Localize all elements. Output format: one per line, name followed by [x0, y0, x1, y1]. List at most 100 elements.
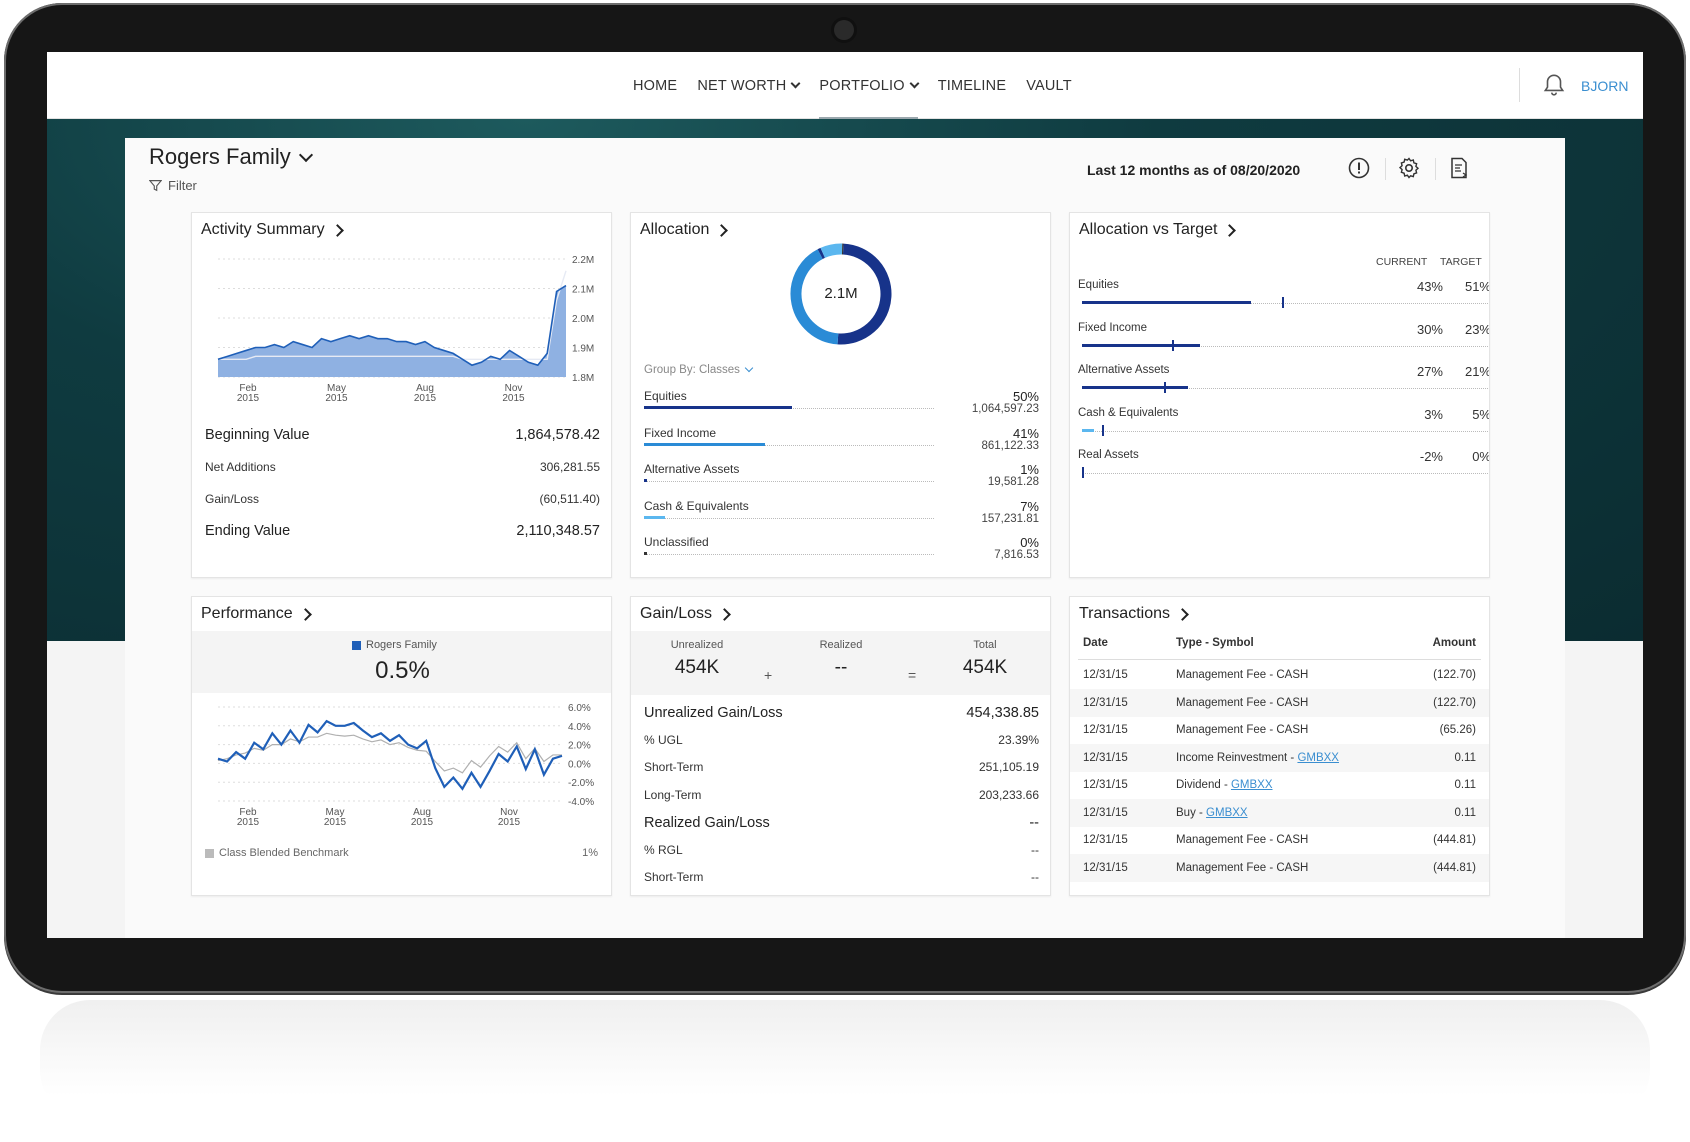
table-row[interactable]: 12/31/15 Buy - GMBXX 0.11 — [1070, 798, 1489, 827]
series-line — [218, 270, 567, 361]
allocation-current-bar — [1082, 343, 1200, 347]
gain-loss-row: % UGL 23.39% — [644, 733, 1039, 747]
transaction-amount: (122.70) — [1433, 669, 1476, 681]
transaction-type-label: Management Fee - CASH — [1176, 861, 1309, 874]
allocation-title[interactable]: Allocation — [640, 221, 729, 239]
allocation-target-name: Real Assets — [1078, 449, 1139, 461]
performance-title[interactable]: Performance — [201, 605, 312, 623]
card-title-label: Performance — [201, 605, 293, 622]
allocation-target-item[interactable]: Equities 43% 51% — [1078, 279, 1489, 319]
summary-label: Unrealized — [670, 639, 724, 651]
symbol-link[interactable]: GMBXX — [1206, 806, 1248, 819]
performance-card: Performance Rogers Family 0.5% 6.0% 4.0% 2… — [191, 596, 612, 896]
row-value: -- — [1029, 815, 1039, 831]
x-tick-label: Feb 2015 — [237, 383, 260, 404]
header-divider — [1385, 158, 1386, 180]
x-tick-label: Aug 2015 — [411, 807, 434, 828]
allocation-target-marker — [1281, 297, 1284, 308]
chevron-down-icon — [790, 78, 801, 89]
bell-icon[interactable] — [1541, 72, 1567, 98]
activity-row: Beginning Value 1,864,578.42 — [205, 427, 600, 443]
allocation-track — [644, 444, 934, 446]
nav-item-vault[interactable]: VAULT — [1016, 52, 1082, 119]
nav-item-portfolio[interactable]: PORTFOLIO — [809, 52, 927, 119]
row-label: % RGL — [644, 842, 683, 857]
transaction-type: Buy - GMBXX — [1176, 807, 1248, 819]
allocation-item[interactable]: Fixed Income 41% 861,122.33 — [644, 426, 1039, 462]
allocation-target-item[interactable]: Fixed Income 30% 23% — [1078, 321, 1489, 362]
date-range[interactable]: Last 12 months as of 08/20/2020 — [1087, 162, 1301, 178]
x-tick-line: Aug — [413, 807, 431, 818]
allocation-item-name: Fixed Income — [644, 425, 717, 440]
gain-loss-row: Short-Term 251,105.19 — [644, 760, 1039, 774]
user-menu[interactable]: BJORN — [1581, 77, 1629, 94]
allocation-item[interactable]: Unclassified 0% 7,816.53 — [644, 535, 1039, 571]
allocation-target-marker — [1082, 467, 1084, 478]
allocation-target-value: 5% — [1472, 406, 1490, 422]
nav-item-timeline[interactable]: TIMELINE — [928, 52, 1016, 119]
gain-loss-row: % RGL -- — [644, 843, 1039, 857]
allocation-item[interactable]: Cash & Equivalents 7% 157,231.81 — [644, 499, 1039, 535]
table-row[interactable]: 12/31/15 Management Fee - CASH (65.26) — [1070, 716, 1489, 744]
x-tick-label: Nov 2015 — [502, 383, 525, 404]
top-navigation-bar: HOME NET WORTH PORTFOLIO TIMELINE VAULT BJOR… — [47, 52, 1643, 119]
allocation-item[interactable]: Equities 50% 1,064,597.23 — [644, 389, 1039, 425]
table-row[interactable]: 12/31/15 Dividend - GMBXX 0.11 — [1070, 771, 1489, 799]
transactions-title[interactable]: Transactions — [1079, 605, 1189, 623]
allocation-current-value: 30% — [1416, 321, 1443, 337]
allocation-vs-target-title[interactable]: Allocation vs Target — [1079, 221, 1237, 239]
allocation-target-marker — [1101, 424, 1104, 436]
x-tick-line: 2015 — [237, 817, 260, 828]
row-label: Beginning Value — [205, 427, 310, 443]
allocation-target-marker — [1164, 382, 1167, 393]
row-value: -- — [1031, 870, 1039, 884]
table-row[interactable]: 12/31/15 Management Fee - CASH (122.70) — [1070, 688, 1489, 717]
transaction-amount: 0.11 — [1454, 779, 1476, 791]
table-row[interactable]: 12/31/15 Income Reinvestment - GMBXX 0.11 — [1070, 743, 1489, 772]
y-tick-label: 2.0M — [572, 314, 594, 325]
allocation-current-bar — [1082, 301, 1251, 304]
table-row[interactable]: 12/31/15 Management Fee - CASH (444.81) — [1070, 853, 1489, 882]
report-icon[interactable] — [1447, 156, 1471, 180]
x-tick-line: 2015 — [324, 817, 347, 828]
transaction-amount: 0.11 — [1454, 751, 1476, 764]
allocation-bar — [644, 479, 647, 482]
nav-item-label: TIMELINE — [937, 77, 1007, 94]
nav-item-home[interactable]: HOME — [623, 52, 687, 119]
allocation-item[interactable]: Alternative Assets 1% 19,581.28 — [644, 462, 1039, 498]
allocation-item-name: Unclassified — [644, 535, 709, 549]
allocation-target-item[interactable]: Alternative Assets 27% 21% — [1078, 364, 1489, 404]
family-selector[interactable]: Rogers Family — [149, 144, 313, 170]
summary-label: Realized — [819, 639, 863, 651]
allocation-target-track — [1082, 345, 1489, 347]
allocation-target-marker — [1172, 339, 1175, 351]
symbol-link[interactable]: GMBXX — [1297, 751, 1339, 764]
gain-loss-summary: Unrealized 454K + Realized -- = Total 45… — [631, 631, 1050, 695]
row-value: (60,511.40) — [539, 492, 601, 506]
card-title-label: Transactions — [1079, 605, 1170, 622]
allocation-target-item[interactable]: Real Assets -2% 0% — [1078, 449, 1489, 489]
transaction-type-label: Management Fee - CASH — [1176, 724, 1309, 736]
gear-icon[interactable] — [1397, 156, 1421, 180]
symbol-link[interactable]: GMBXX — [1230, 779, 1273, 791]
benchmark-value: 1% — [582, 847, 598, 859]
group-by-dropdown[interactable]: Group By: Classes — [644, 363, 754, 376]
allocation-track — [644, 481, 934, 482]
allocation-target-item[interactable]: Cash & Equivalents 3% 5% — [1078, 406, 1489, 447]
activity-summary-card: Activity Summary 2.2M 2.1M 2.0M 1.9M 1.8M Feb… — [191, 212, 612, 578]
row-value: 2,110,348.57 — [516, 523, 600, 539]
alert-icon[interactable] — [1347, 156, 1371, 180]
table-row[interactable]: 12/31/15 Management Fee - CASH (122.70) — [1070, 661, 1489, 689]
activity-summary-title[interactable]: Activity Summary — [201, 221, 344, 239]
donut-slice — [820, 243, 843, 259]
table-row[interactable]: 12/31/15 Management Fee - CASH (444.81) — [1070, 826, 1489, 854]
allocation-target-name: Cash & Equivalents — [1078, 406, 1179, 419]
filter-button[interactable]: Filter — [149, 178, 197, 193]
nav-item-net-worth[interactable]: NET WORTH — [687, 52, 809, 119]
transaction-type-label: Buy - — [1176, 806, 1207, 819]
allocation-card: Allocation 2.1M Group By: Classes Equiti… — [630, 212, 1051, 578]
allocation-target-track — [1082, 303, 1489, 304]
gain-loss-title[interactable]: Gain/Loss — [640, 605, 731, 623]
legend-label: Rogers Family — [366, 639, 437, 651]
row-value: 454,338.85 — [966, 705, 1039, 721]
